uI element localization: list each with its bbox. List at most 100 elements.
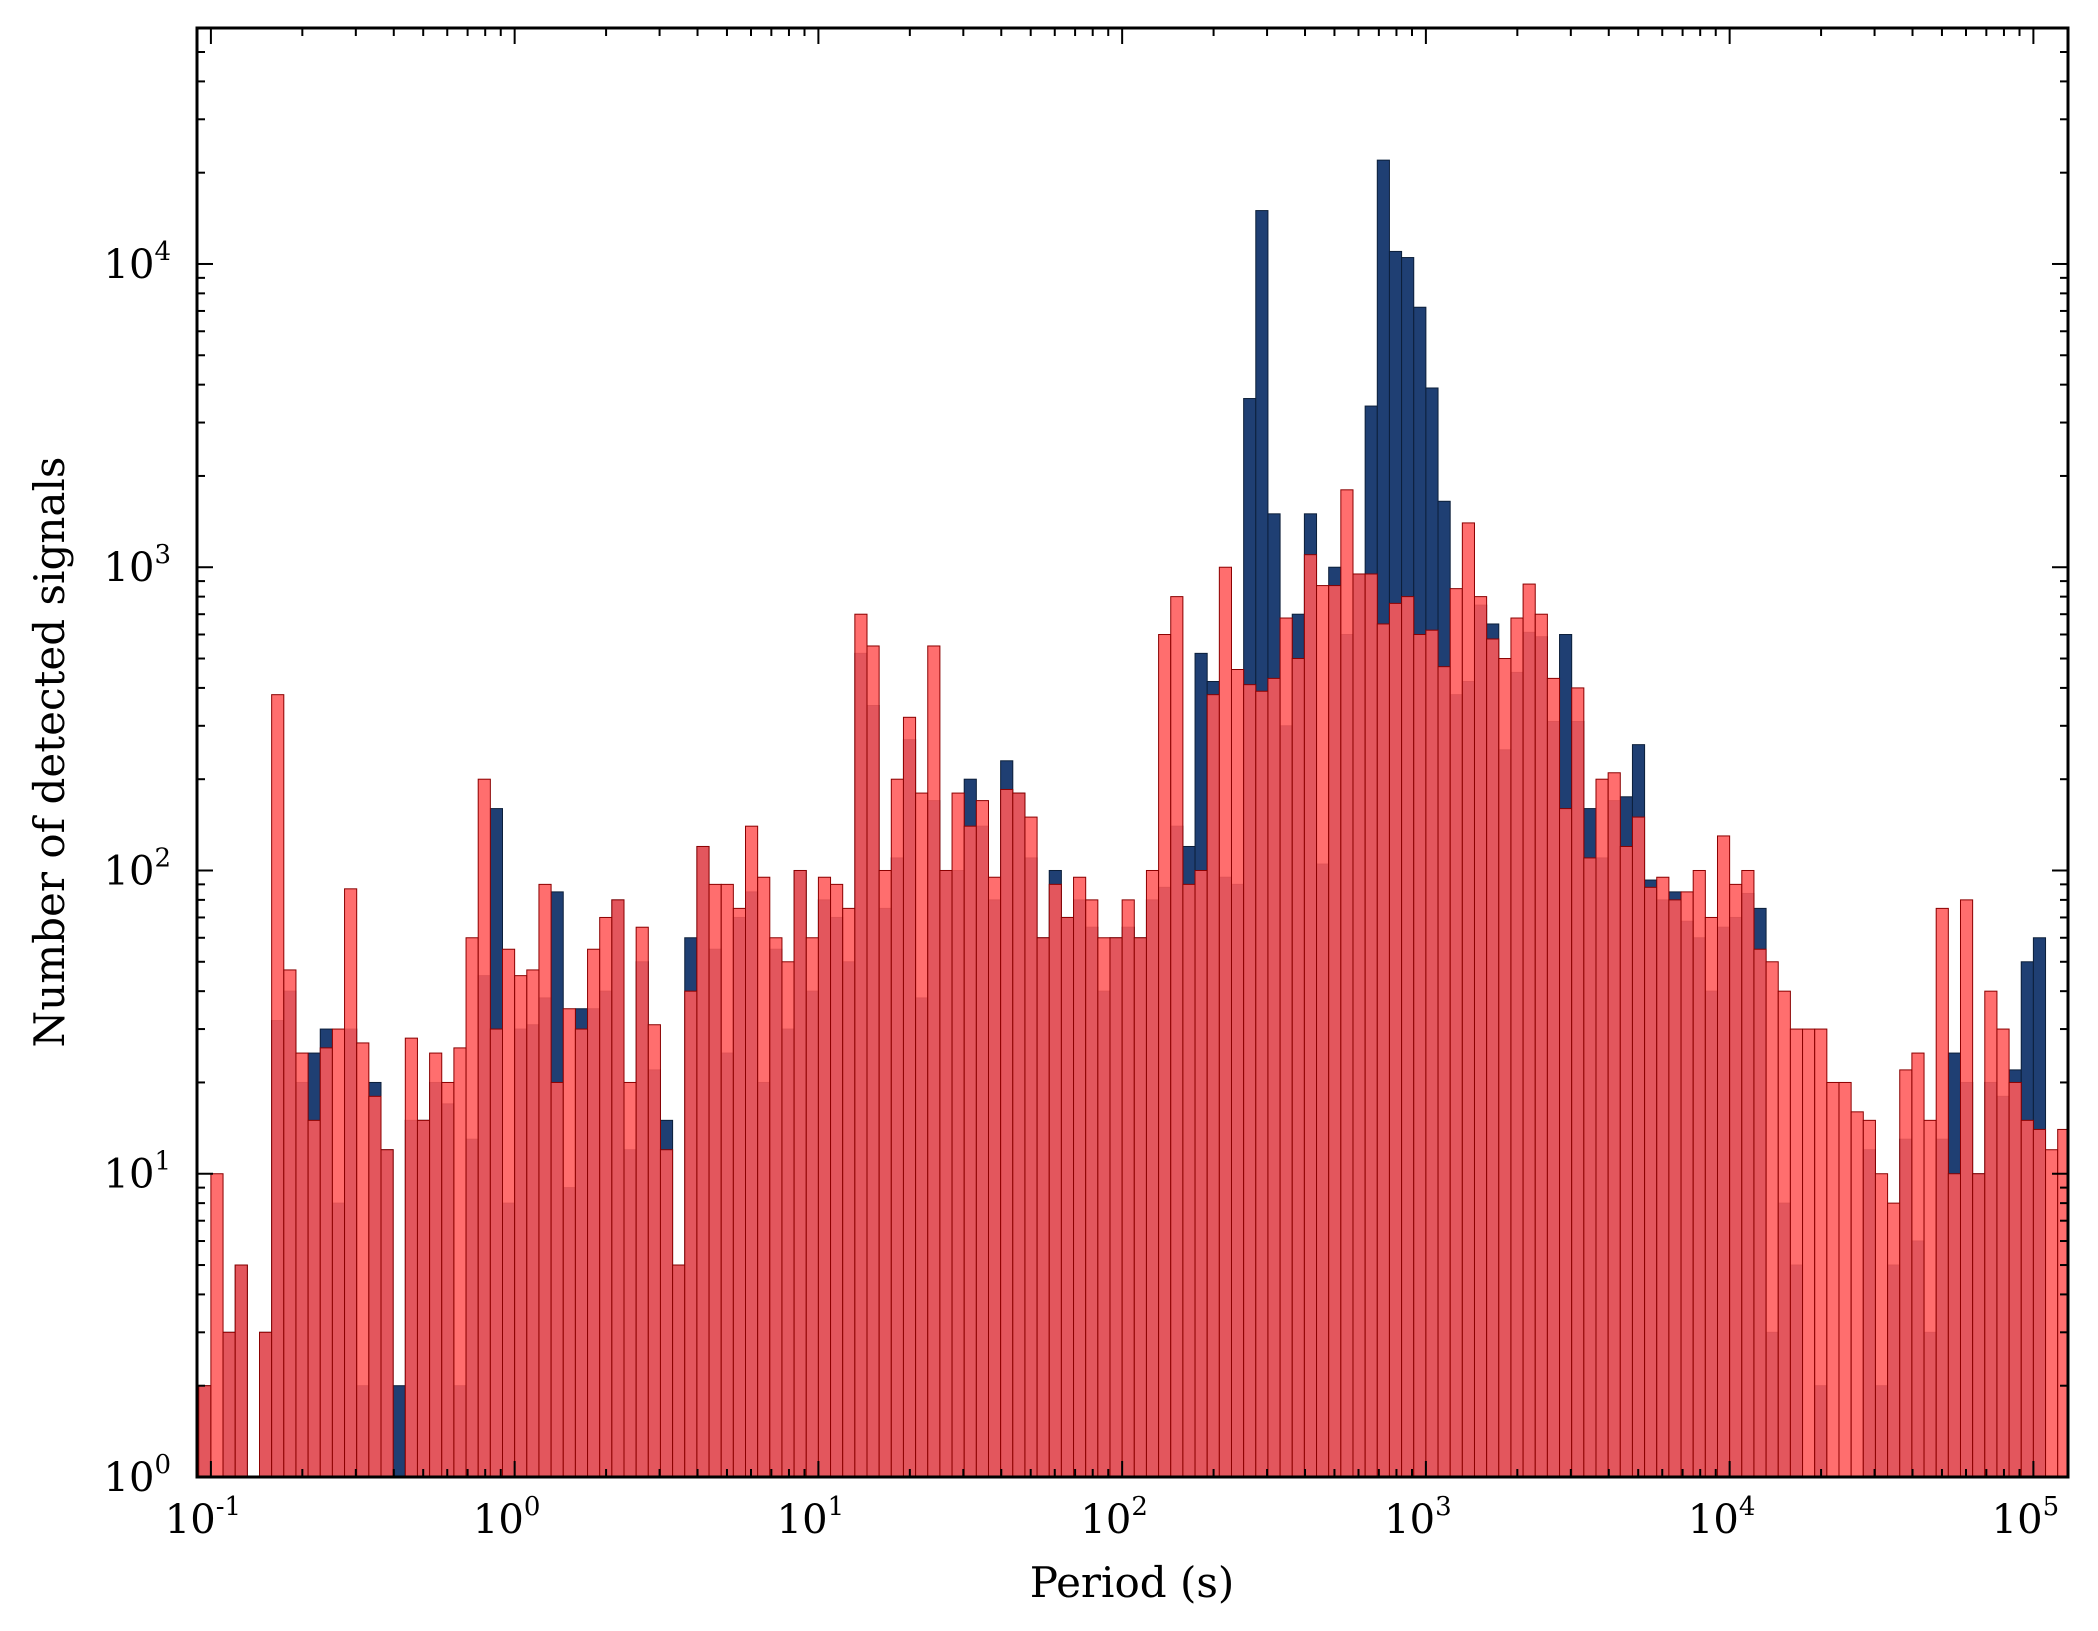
red-bar — [380, 1149, 394, 1478]
red-bar — [951, 792, 965, 1478]
red-bar — [1401, 596, 1415, 1478]
red-bar — [259, 1331, 273, 1478]
red-bar — [1704, 916, 1718, 1478]
red-bar — [1887, 1202, 1901, 1478]
red-bar — [878, 869, 892, 1478]
red-bar — [1789, 1028, 1804, 1478]
red-bar — [1911, 1052, 1925, 1478]
red-bar — [1765, 961, 1779, 1478]
red-bar — [1753, 948, 1767, 1478]
red-bar — [526, 969, 540, 1478]
red-bar — [1218, 566, 1232, 1478]
red-bar — [1947, 1173, 1961, 1478]
red-bar — [672, 1264, 686, 1478]
red-bar — [1631, 816, 1646, 1478]
x-tick-label: 104 — [1688, 1492, 1755, 1543]
red-bar — [1024, 816, 1038, 1478]
red-bar — [732, 907, 746, 1478]
red-bar — [1158, 634, 1172, 1478]
red-bar — [854, 613, 868, 1478]
red-bar — [307, 1119, 321, 1478]
red-bar — [538, 883, 552, 1478]
red-bar — [429, 1052, 443, 1478]
plot-frame — [195, 26, 2070, 1479]
red-bar — [1243, 684, 1257, 1478]
red-bar — [1692, 869, 1706, 1478]
red-bar — [720, 883, 734, 1478]
red-bar — [1814, 1028, 1828, 1478]
red-bar — [963, 825, 977, 1478]
red-bar — [295, 1052, 309, 1478]
red-bar — [1182, 883, 1196, 1478]
x-tick-label: 103 — [1384, 1492, 1451, 1543]
red-bar — [2045, 1149, 2059, 1478]
red-bar — [1352, 573, 1366, 1478]
y-axis-title: Number of detected signals — [25, 457, 74, 1048]
blue-bar — [392, 1385, 406, 1478]
red-bar — [1328, 585, 1342, 1478]
red-bar — [1291, 658, 1305, 1478]
red-bar — [1729, 883, 1743, 1478]
red-bar — [1437, 666, 1451, 1478]
red-bar — [1413, 634, 1427, 1478]
red-bar — [441, 1081, 455, 1478]
red-bar — [562, 1008, 576, 1478]
red-bar — [514, 975, 528, 1478]
red-bar — [1376, 623, 1390, 1478]
red-bar — [987, 876, 1002, 1478]
red-bar — [1777, 990, 1791, 1478]
red-bar — [1473, 596, 1488, 1478]
red-bar — [611, 899, 625, 1478]
red-bar — [1109, 937, 1123, 1478]
red-bar — [1133, 937, 1147, 1478]
red-bar — [1364, 573, 1378, 1478]
red-bar — [1996, 1028, 2010, 1478]
red-bar — [2032, 1128, 2047, 1478]
red-bar — [356, 1042, 370, 1478]
red-bar — [915, 792, 929, 1478]
red-bar — [210, 1173, 224, 1478]
red-bar — [2020, 1119, 2034, 1478]
red-bar — [939, 869, 953, 1478]
red-bar — [647, 1024, 661, 1478]
red-bar — [2008, 1081, 2022, 1478]
red-bar — [1644, 886, 1658, 1478]
red-bar — [453, 1047, 467, 1478]
x-tick-label: 100 — [473, 1492, 540, 1543]
y-tick-label: 104 — [104, 237, 171, 288]
red-bar — [623, 1081, 637, 1478]
y-tick-label: 102 — [104, 843, 171, 894]
red-bar — [842, 907, 856, 1478]
x-tick-label: 101 — [777, 1492, 844, 1543]
red-bar — [271, 694, 285, 1478]
x-tick-labels: 10-1 100 101 102 103 104 105 — [165, 1492, 2059, 1543]
red-bar — [745, 825, 759, 1478]
red-bar — [1486, 638, 1500, 1478]
x-tick-label: 105 — [1992, 1492, 2059, 1543]
red-bar — [1874, 1173, 1889, 1478]
red-bar — [331, 1028, 346, 1478]
red-bar — [1899, 1069, 1913, 1478]
red-bar — [344, 888, 358, 1478]
red-bar — [902, 716, 917, 1478]
red-bar — [1073, 876, 1087, 1478]
red-bar — [404, 1037, 418, 1478]
red-bar — [1097, 937, 1111, 1478]
red-bar — [769, 937, 783, 1478]
red-bar — [1972, 1173, 1986, 1478]
red-bar — [198, 1385, 212, 1478]
red-bar — [1230, 669, 1245, 1478]
red-bar — [1935, 907, 1949, 1478]
red-bar — [793, 869, 807, 1478]
red-bar — [1559, 808, 1573, 1478]
y-tick-label: 100 — [104, 1450, 171, 1501]
red-bar — [1388, 602, 1403, 1478]
red-bar — [1170, 596, 1184, 1478]
x-tick-label: 102 — [1080, 1492, 1147, 1543]
red-bar — [550, 1081, 564, 1478]
red-bar — [1267, 677, 1281, 1478]
red-bar — [1534, 613, 1548, 1478]
y-tick-label: 103 — [104, 540, 171, 591]
red-bar — [1984, 990, 1998, 1478]
red-bar — [1012, 792, 1026, 1478]
